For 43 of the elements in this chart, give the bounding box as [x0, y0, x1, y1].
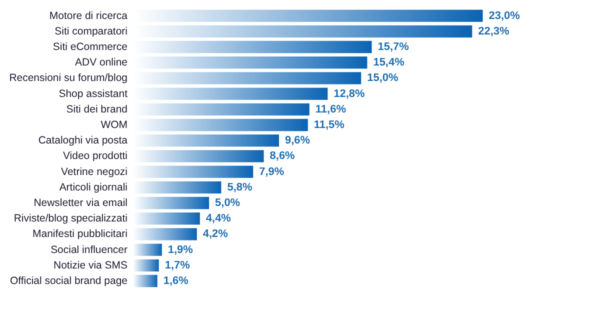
data-label: 23,0% [488, 10, 520, 22]
y-tick-label: WOM [100, 120, 128, 131]
y-tick-label: Social influencer [50, 244, 128, 256]
data-label: 1,6% [163, 274, 189, 287]
y-tick-label: Siti dei brand [66, 104, 128, 116]
y-tick-label: ADV online [75, 58, 128, 69]
data-label: 11,6% [315, 103, 346, 116]
bar [133, 274, 158, 288]
y-tick-label: Siti eCommerce [52, 42, 128, 53]
data-label: 4,2% [202, 228, 228, 240]
y-tick-label: Official social brand page [10, 276, 128, 287]
bar [133, 212, 200, 225]
y-tick-label: Siti comparatori [54, 26, 128, 38]
data-label: 5,0% [215, 197, 240, 209]
data-label: 5,8% [227, 181, 252, 194]
bar [133, 196, 210, 210]
data-label: 1,9% [168, 244, 194, 256]
bar [133, 228, 197, 240]
y-tick-label: Recensioni su forum/blog [9, 73, 128, 84]
data-label: 9,6% [285, 134, 310, 147]
data-label: 8,6% [270, 150, 296, 162]
y-tick-label: Shop assistant [58, 88, 128, 100]
bar [133, 181, 222, 194]
data-label: 15,0% [367, 72, 399, 84]
y-tick-label: Cataloghi via posta [38, 136, 128, 147]
data-label: 7,9% [259, 166, 284, 178]
data-label: 22,3% [478, 25, 510, 38]
data-label: 4,4% [206, 212, 232, 225]
bar [133, 259, 159, 272]
y-tick-label: Vetrine negozi [61, 166, 128, 178]
bar [133, 244, 162, 256]
data-label: 15,7% [378, 41, 410, 53]
y-tick-label: Video prodotti [62, 151, 128, 162]
data-label: 11,5% [314, 119, 345, 131]
y-tick-label: Newsletter via email [34, 198, 128, 209]
y-tick-label: Riviste/blog specializzati [14, 214, 128, 225]
y-tick-label: Manifesti pubblicitari [32, 229, 128, 240]
y-tick-label: Articoli giornali [59, 182, 128, 194]
data-label: 1,7% [164, 259, 190, 272]
data-label: 12,8% [334, 88, 366, 100]
y-tick-label: Motore di ricerca [49, 10, 128, 22]
data-label: 15,4% [373, 56, 405, 69]
y-tick-label: Notizie via SMS [54, 260, 128, 272]
